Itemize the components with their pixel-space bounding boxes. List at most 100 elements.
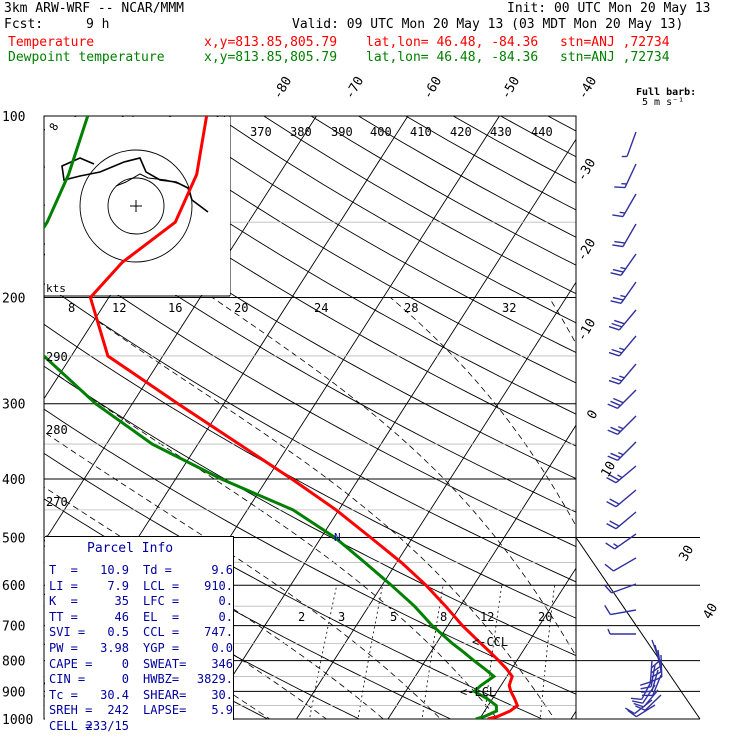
wind-barb-feather [612, 268, 624, 273]
isotherm [204, 138, 576, 719]
wind-barb-staff [617, 389, 637, 409]
parcel-info-value: 0 [121, 672, 129, 687]
wind-barb-staff [617, 415, 637, 435]
parcel-info-value: 910. [204, 578, 233, 593]
wind-barb-feather [607, 429, 618, 436]
wind-barb [604, 604, 637, 616]
wind-barb-staff [614, 533, 637, 550]
parcel-info-key: YGP = [143, 640, 180, 655]
dry-adiabat [44, 128, 576, 447]
wind-barb-feather [607, 628, 611, 635]
wind-barb-staff [615, 465, 637, 484]
wind-barb-feather [606, 501, 617, 508]
hodograph-speed-label: 28 [404, 301, 418, 315]
wind-barb-staff [652, 674, 662, 696]
pressure-label: 700 [2, 620, 25, 635]
mixing-ratio-line [539, 585, 555, 719]
parcel-info-value: 7.9 [107, 578, 129, 593]
wind-barb [627, 704, 656, 718]
wind-barb-feather [620, 294, 626, 298]
wind-barb-staff [615, 489, 637, 508]
parcel-info-key: Tc = [49, 687, 78, 702]
hodograph-speed-label: 24 [314, 301, 328, 315]
parcel-info-key: SVI = [49, 625, 86, 640]
wind-barb [608, 363, 637, 385]
dry-adiabat [44, 165, 576, 480]
wind-barb-feather [619, 375, 625, 379]
parcel-info-row: T = 10.9 Td = 9.6 [49, 563, 233, 579]
wind-barb-feather [611, 322, 623, 328]
parcel-info-key: K = [49, 594, 78, 609]
wind-barb-staff [624, 163, 637, 188]
parcel-info-value: 0. [218, 594, 233, 609]
legend-temperature-label: Temperature [8, 35, 95, 50]
wind-barb-feather [607, 403, 618, 410]
profile-layer [44, 116, 520, 719]
wind-barb-staff [642, 684, 656, 704]
wind-barb-feather [610, 272, 622, 276]
moist-adiabat [44, 431, 442, 719]
parcel-info-value: 10.9 [100, 563, 129, 577]
wind-barb-feather [633, 702, 645, 708]
wind-barb-feather [614, 240, 626, 244]
wind-barb-staff [626, 131, 637, 157]
pressure-label: 400 [2, 473, 25, 488]
wind-barb-feather [619, 347, 625, 351]
parcel-info-value: 9.6 [211, 563, 233, 577]
dry-adiabat [44, 243, 576, 548]
wind-barb-feather [619, 211, 626, 214]
wind-barb [640, 664, 656, 690]
hodograph-speed-label: 12 [112, 301, 126, 315]
wind-barb-feather [608, 351, 620, 357]
wind-barb-staff [650, 664, 656, 687]
theta-label: 390 [331, 125, 353, 139]
wind-barb-staff [613, 557, 637, 572]
hodograph-speed-label: 8 [68, 301, 75, 315]
wind-barb-feather [618, 451, 624, 456]
legend-dewpoint-station: stn=ANJ ,72734 [560, 50, 670, 65]
dry-adiabat [500, 116, 576, 158]
wind-barb [612, 193, 637, 218]
theta-e-label: 270 [46, 495, 68, 509]
wind-barbs [603, 131, 663, 718]
parcel-info-value: 0. [218, 609, 233, 624]
hodograph-trace [61, 157, 209, 213]
wind-barb-feather [620, 266, 626, 270]
isotherm [478, 567, 576, 719]
pressure-label: 600 [2, 579, 25, 594]
wind-barb [630, 679, 653, 701]
wind-barb-feather [609, 474, 620, 481]
plot-frame [43, 115, 577, 720]
n-marker: N [334, 531, 341, 544]
dry-adiabat [121, 116, 576, 384]
legend-dewpoint-xy: x,y=813.85,805.79 [204, 50, 338, 65]
pressure-label: 100 [2, 110, 25, 125]
isotherm-label: 40 [700, 601, 721, 622]
parcel-info-key: LAPSE= [143, 703, 187, 718]
mixing-ratio-line [357, 585, 383, 719]
parcel-info-panel: Parcel Info T = 10.9 Td = 9.6 LI = 7.9 LCL = 91… [45, 536, 234, 733]
wind-barb [608, 309, 637, 331]
wind-barb-feather [605, 542, 616, 550]
isotherm-label: 0 [584, 408, 601, 422]
mixing-ratio-line [309, 585, 338, 719]
wind-barb [632, 684, 656, 704]
wind-barb-staff [611, 583, 637, 594]
parcel-info-value: 30. [211, 687, 233, 702]
parcel-info-key: CIN = [49, 672, 86, 687]
pressure-label: 200 [2, 292, 25, 307]
parcel-info-value: 233/15 [85, 718, 129, 733]
theta-label: 410 [410, 125, 432, 139]
theta-label: 420 [450, 125, 472, 139]
hodograph-ring [107, 177, 165, 235]
wind-barb-feather [610, 400, 621, 407]
theta-label: 440 [531, 125, 553, 139]
theta-label: 370 [250, 125, 272, 139]
parcel-info-key: CELL = [49, 718, 93, 733]
parcel-info-key: LCL = [143, 578, 180, 593]
dry-adiabat [310, 116, 576, 266]
wind-barb-feather [632, 700, 643, 704]
mixing-ratio-line [483, 585, 503, 719]
